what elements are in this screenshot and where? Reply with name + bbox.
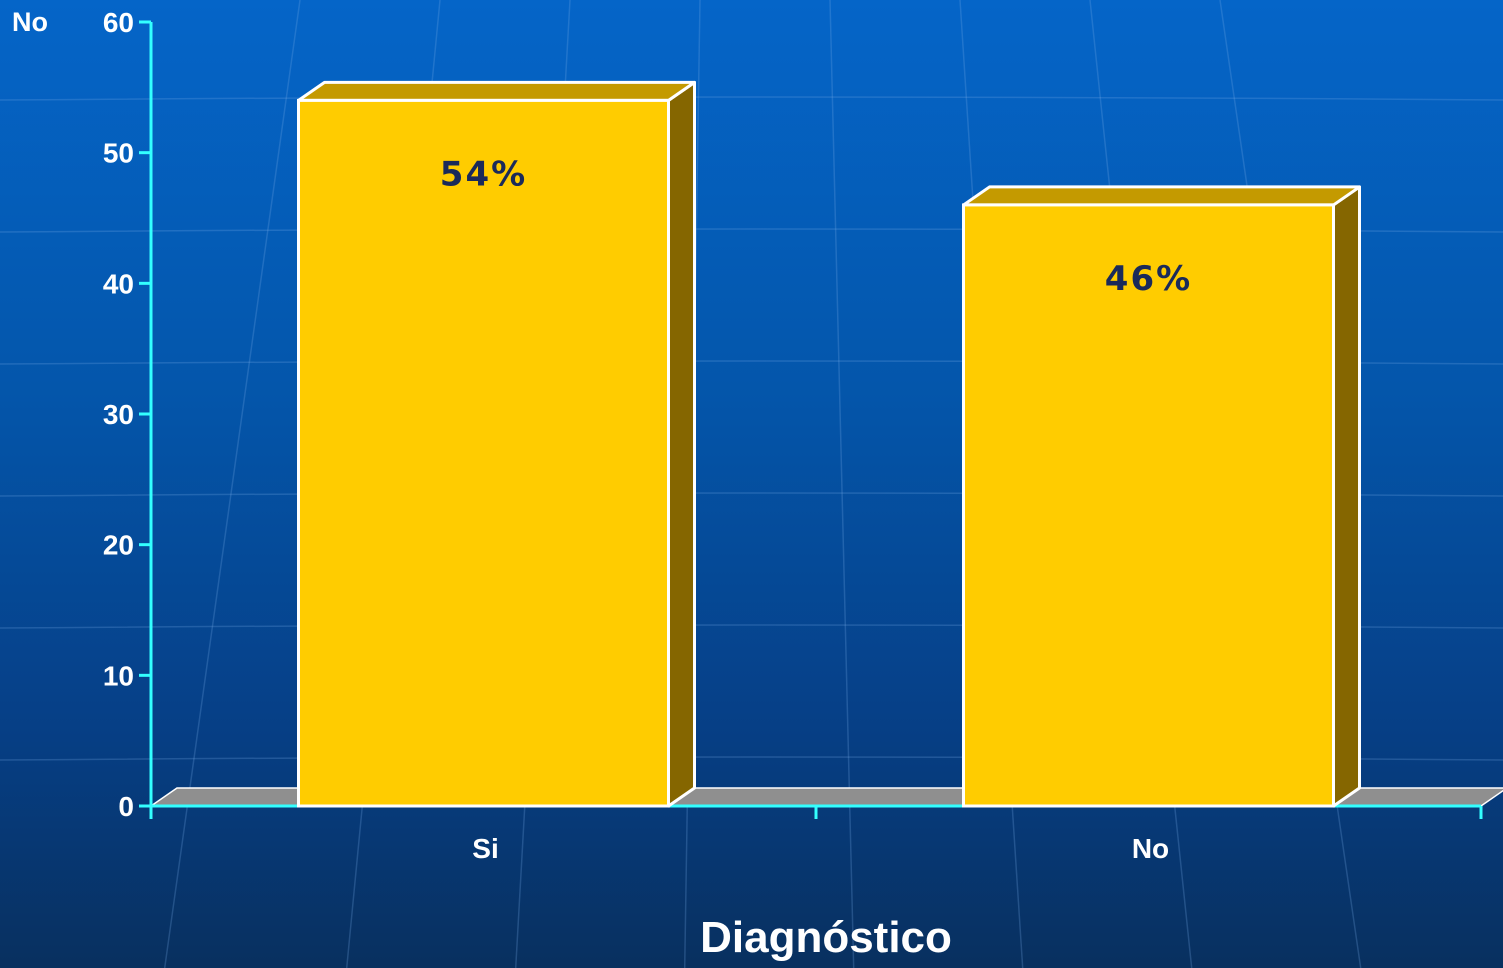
bar-no xyxy=(962,185,1361,808)
x-axis-title: Diagnóstico xyxy=(700,913,952,962)
y-tick-label: 0 xyxy=(118,791,134,822)
category-label: Si xyxy=(472,833,498,864)
bar-side-face xyxy=(667,80,696,808)
y-tick-label: 20 xyxy=(103,530,134,561)
bar-si xyxy=(297,80,696,808)
bar-top-face xyxy=(962,185,1361,207)
data-label: 46% xyxy=(1105,259,1192,299)
data-label: 54% xyxy=(440,154,527,194)
bar-front-face xyxy=(297,98,670,808)
y-tick-label: 60 xyxy=(103,7,134,38)
category-label: No xyxy=(1132,833,1169,864)
background-latitude-line xyxy=(0,96,1503,101)
bar-top-face xyxy=(297,80,696,102)
y-tick-label: 10 xyxy=(103,660,134,691)
y-tick-label: 50 xyxy=(103,138,134,169)
bar-front-face xyxy=(962,203,1335,808)
y-tick-label: 30 xyxy=(103,399,134,430)
background-longitude-line xyxy=(829,0,855,968)
background-longitude-line xyxy=(163,0,301,968)
y-axis-title: No xyxy=(12,7,48,37)
bar-side-face xyxy=(1332,185,1361,808)
bars xyxy=(297,80,1361,808)
y-tick-label: 40 xyxy=(103,268,134,299)
labels: 0 10 20 30 40 50 60 54% Si 46% No xyxy=(103,7,1192,864)
